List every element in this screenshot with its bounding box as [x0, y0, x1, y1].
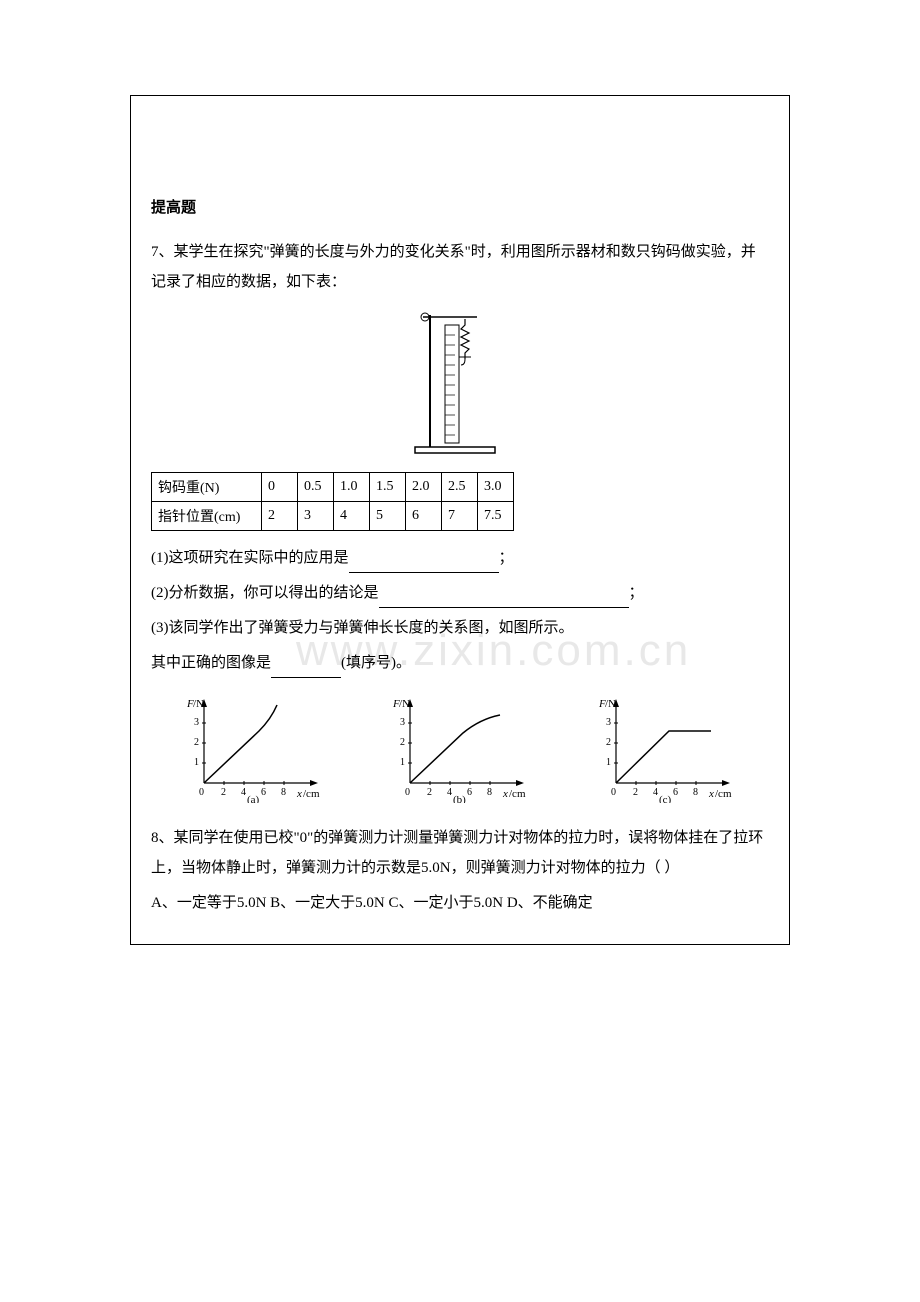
table-cell: 2.0: [406, 473, 442, 502]
svg-text:2: 2: [427, 787, 432, 798]
graph-b: F/N x/cm 1 2 3 0 2 4 6 8: [385, 693, 535, 808]
svg-text:2: 2: [633, 787, 638, 798]
table-row: 指针位置(cm) 2 3 4 5 6 7 7.5: [152, 502, 514, 531]
q8-choices: A、一定等于5.0N B、一定大于5.0N C、一定小于5.0N D、不能确定: [151, 888, 769, 918]
table-row: 钩码重(N) 0 0.5 1.0 1.5 2.0 2.5 3.0: [152, 473, 514, 502]
data-table: 钩码重(N) 0 0.5 1.0 1.5 2.0 2.5 3.0 指针位置(cm…: [151, 472, 514, 531]
table-cell: 7.5: [478, 502, 514, 531]
svg-text:1: 1: [606, 757, 611, 768]
q7-sub2-before: (2)分析数据，你可以得出的结论是: [151, 585, 379, 601]
q7-sub1-after: ；: [499, 550, 514, 566]
q7-stem: 7、某学生在探究"弹簧的长度与外力的变化关系"时，利用图所示器材和数只钩码做实验…: [151, 237, 769, 297]
table-cell: 钩码重(N): [152, 473, 262, 502]
svg-text:2: 2: [606, 737, 611, 748]
svg-text:3: 3: [194, 717, 199, 728]
apparatus-figure: [151, 307, 769, 462]
table-cell: 1.5: [370, 473, 406, 502]
svg-text:8: 8: [487, 787, 492, 798]
svg-text:0: 0: [405, 787, 410, 798]
svg-text:/N: /N: [605, 698, 616, 710]
table-cell: 2: [262, 502, 298, 531]
svg-text:/cm: /cm: [715, 788, 732, 800]
svg-text:4: 4: [653, 787, 658, 798]
svg-text:/N: /N: [399, 698, 410, 710]
svg-text:8: 8: [693, 787, 698, 798]
graph-label-a: (a): [247, 794, 260, 803]
q7-sub3: (3)该同学作出了弹簧受力与弹簧伸长长度的关系图，如图所示。: [151, 613, 769, 643]
graph-panels: F/N x/cm 1 2 3 0 2 4 6 8: [151, 693, 769, 808]
table-cell: 3.0: [478, 473, 514, 502]
svg-text:6: 6: [673, 787, 678, 798]
table-cell: 指针位置(cm): [152, 502, 262, 531]
table-cell: 1.0: [334, 473, 370, 502]
svg-text:3: 3: [606, 717, 611, 728]
table-cell: 7: [442, 502, 478, 531]
table-cell: 5: [370, 502, 406, 531]
svg-text:2: 2: [221, 787, 226, 798]
svg-text:x: x: [296, 788, 302, 800]
graph-label-c: (c): [659, 794, 672, 803]
graph-label-b: (b): [453, 794, 466, 803]
q7-sub1: (1)这项研究在实际中的应用是 ；: [151, 543, 769, 573]
svg-text:2: 2: [194, 737, 199, 748]
svg-text:4: 4: [447, 787, 452, 798]
svg-text:/cm: /cm: [303, 788, 320, 800]
svg-text:0: 0: [199, 787, 204, 798]
svg-text:8: 8: [281, 787, 286, 798]
table-cell: 6: [406, 502, 442, 531]
svg-text:3: 3: [400, 717, 405, 728]
blank-fill[interactable]: [379, 590, 629, 608]
q8-stem: 8、某同学在使用已校"0"的弹簧测力计测量弹簧测力计对物体的拉力时，误将物体挂在…: [151, 823, 769, 883]
q7-sub1-before: (1)这项研究在实际中的应用是: [151, 550, 349, 566]
table-cell: 0: [262, 473, 298, 502]
svg-text:2: 2: [400, 737, 405, 748]
svg-text:4: 4: [241, 787, 246, 798]
table-cell: 4: [334, 502, 370, 531]
svg-text:x: x: [708, 788, 714, 800]
svg-text:x: x: [502, 788, 508, 800]
table-cell: 0.5: [298, 473, 334, 502]
svg-text:1: 1: [194, 757, 199, 768]
graph-a: F/N x/cm 1 2 3 0 2 4 6 8: [179, 693, 329, 808]
graph-c: F/N x/cm 1 2 3 0 2 4 6 8: [591, 693, 741, 808]
table-cell: 3: [298, 502, 334, 531]
q7-sub2-after: ；: [629, 585, 644, 601]
blank-fill[interactable]: [349, 555, 499, 573]
q7-sub3-line2-after: (填序号)。: [341, 655, 411, 671]
q7-sub2: (2)分析数据，你可以得出的结论是 ；: [151, 578, 769, 608]
svg-text:1: 1: [400, 757, 405, 768]
q7-sub3-line2-before: 其中正确的图像是: [151, 655, 271, 671]
section-heading: 提高题: [151, 196, 769, 217]
svg-text:/N: /N: [193, 698, 204, 710]
blank-fill[interactable]: [271, 660, 341, 678]
svg-text:0: 0: [611, 787, 616, 798]
svg-text:6: 6: [467, 787, 472, 798]
q7-sub3-line2: 其中正确的图像是 (填序号)。: [151, 648, 769, 678]
svg-text:6: 6: [261, 787, 266, 798]
svg-text:/cm: /cm: [509, 788, 526, 800]
table-cell: 2.5: [442, 473, 478, 502]
